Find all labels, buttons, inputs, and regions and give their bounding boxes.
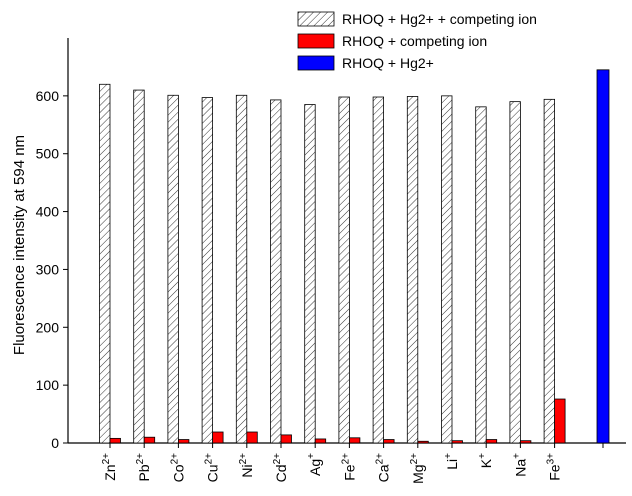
ion: Ca <box>376 464 392 482</box>
bar <box>167 94 179 444</box>
charge: 3+ <box>546 453 557 465</box>
bar <box>383 439 395 444</box>
legend-swatch <box>297 11 335 27</box>
charge: + <box>306 453 317 459</box>
bar <box>235 94 248 444</box>
bar <box>485 439 498 444</box>
x-tick-label: Li+ <box>443 453 460 470</box>
x-tick-label: Ca2+ <box>375 453 392 482</box>
charge: 2+ <box>169 453 180 465</box>
legend-label: RHOQ + competing ion <box>342 33 487 49</box>
bar <box>372 96 385 444</box>
bar <box>99 83 111 444</box>
bar <box>338 96 350 444</box>
bar <box>280 434 292 444</box>
x-tick-label: K+ <box>477 453 494 468</box>
charge: 2+ <box>101 453 112 465</box>
x-tick-label: Cd2+ <box>272 453 289 482</box>
ion: Co <box>170 464 186 482</box>
bar <box>543 98 555 444</box>
ion: Pb <box>136 464 152 481</box>
charge: 2+ <box>409 453 420 465</box>
bar <box>314 438 327 444</box>
ion: Mg <box>410 464 426 483</box>
x-tick-label: Na+ <box>511 453 528 477</box>
ion: Na <box>512 459 528 477</box>
y-tick-label: 0 <box>51 435 59 451</box>
bar <box>417 440 429 444</box>
bar <box>509 101 521 444</box>
x-tick-label: Fe3+ <box>546 453 563 481</box>
ion: K <box>478 458 494 468</box>
legend-swatch <box>297 55 335 71</box>
y-tick-label: 200 <box>36 319 60 335</box>
bar <box>177 439 190 444</box>
ion: Cu <box>205 464 221 482</box>
x-tick-label: Ni2+ <box>238 453 255 478</box>
charge: 2+ <box>340 453 351 465</box>
bar <box>246 431 258 444</box>
x-tick-label: Fe2+ <box>340 453 357 481</box>
bar <box>133 89 145 444</box>
legend-label: RHOQ + Hg2+ <box>342 55 434 71</box>
bar <box>520 440 532 444</box>
bar <box>475 106 487 444</box>
charge: + <box>443 453 454 459</box>
charge: 2+ <box>204 453 215 465</box>
y-tick-label: 600 <box>36 88 60 104</box>
ion: Fe <box>547 464 563 481</box>
bar <box>406 96 419 444</box>
legend-swatch <box>297 33 335 49</box>
ion: Cd <box>273 464 289 482</box>
charge: + <box>511 453 522 459</box>
bar <box>554 398 566 444</box>
bar <box>201 97 214 444</box>
x-tick-label: Mg2+ <box>409 453 426 484</box>
ion: Zn <box>102 464 118 480</box>
bar <box>109 437 121 444</box>
y-tick-label: 400 <box>36 204 60 220</box>
y-tick-label: 300 <box>36 261 60 277</box>
ion: Li <box>444 459 460 470</box>
charge: 2+ <box>272 453 283 465</box>
charge: 2+ <box>238 453 249 465</box>
ion: Ag <box>307 459 323 476</box>
ion: Fe <box>341 464 357 481</box>
bar <box>596 69 610 444</box>
bar <box>212 431 224 444</box>
bar <box>304 104 316 444</box>
x-tick-label: Pb2+ <box>135 453 152 482</box>
bar <box>348 437 361 444</box>
y-tick-label: 500 <box>36 146 60 162</box>
bar <box>270 99 282 444</box>
y-tick-label: 100 <box>36 377 60 393</box>
charge: 2+ <box>135 453 146 465</box>
bar <box>143 436 156 444</box>
bar <box>441 95 453 444</box>
x-tick-label: Cu2+ <box>204 453 221 482</box>
bar <box>451 440 463 444</box>
x-tick-label: Co2+ <box>169 453 186 482</box>
x-tick-label: Ag+ <box>306 453 323 476</box>
charge: + <box>477 453 488 459</box>
charge: 2+ <box>375 453 386 465</box>
y-axis-label: Fluorescence intensity at 594 nm <box>11 135 28 355</box>
legend-label: RHOQ + Hg2+ + competing ion <box>342 11 537 27</box>
ion: Ni <box>239 464 255 477</box>
x-tick-label: Zn2+ <box>101 453 118 481</box>
